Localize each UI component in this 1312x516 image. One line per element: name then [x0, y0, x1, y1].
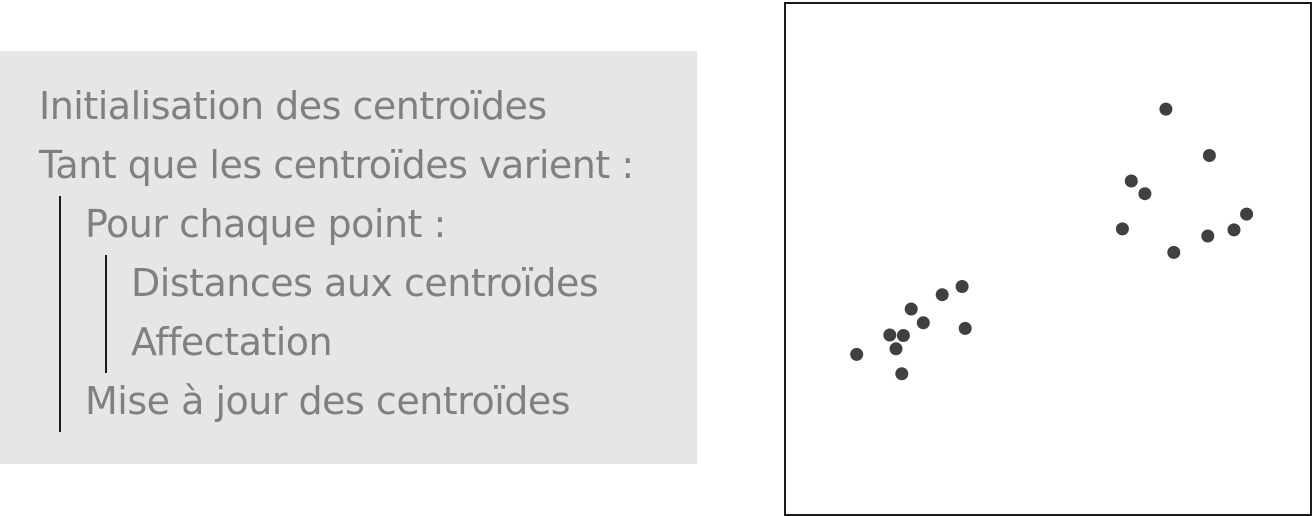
- line-distances-to-centroids: Distances aux centroïdes: [131, 261, 599, 305]
- scatter-point-0: [1159, 102, 1173, 116]
- scatter-point-1: [1202, 149, 1216, 162]
- scatter-point-3: [1138, 187, 1152, 201]
- scatter-point-16: [889, 342, 903, 356]
- scatter-point-8: [1167, 245, 1181, 259]
- scatter-plot-frame: [784, 2, 1312, 516]
- scatter-point-15: [896, 329, 910, 342]
- scatter-point-6: [1227, 223, 1241, 237]
- while-loop-indent-bar: [59, 196, 61, 432]
- scatter-point-13: [958, 321, 972, 335]
- line-init-centroids: Initialisation des centroïdes: [39, 84, 547, 128]
- line-for-each-point: Pour chaque point :: [85, 202, 446, 246]
- scatter-point-10: [935, 288, 949, 302]
- scatter-plot: [850, 102, 1254, 381]
- scatter-point-17: [850, 347, 864, 361]
- scatter-point-18: [895, 367, 909, 381]
- scatter-point-11: [904, 302, 918, 316]
- scatter-point-4: [1240, 207, 1254, 221]
- line-assignment: Affectation: [131, 320, 333, 364]
- scatter-point-2: [1124, 174, 1138, 188]
- scatter-point-14: [883, 328, 897, 342]
- scatter-point-9: [955, 280, 969, 293]
- line-update-centroids: Mise à jour des centroïdes: [85, 379, 571, 423]
- scatter-point-5: [1115, 222, 1129, 236]
- algorithm-pseudocode-box: Initialisation des centroïdes Tant que l…: [0, 51, 697, 464]
- for-loop-indent-bar: [105, 255, 107, 373]
- scatter-point-7: [1201, 229, 1215, 243]
- line-while-centroids-vary: Tant que les centroïdes varient :: [39, 143, 634, 187]
- scatter-point-12: [916, 316, 930, 330]
